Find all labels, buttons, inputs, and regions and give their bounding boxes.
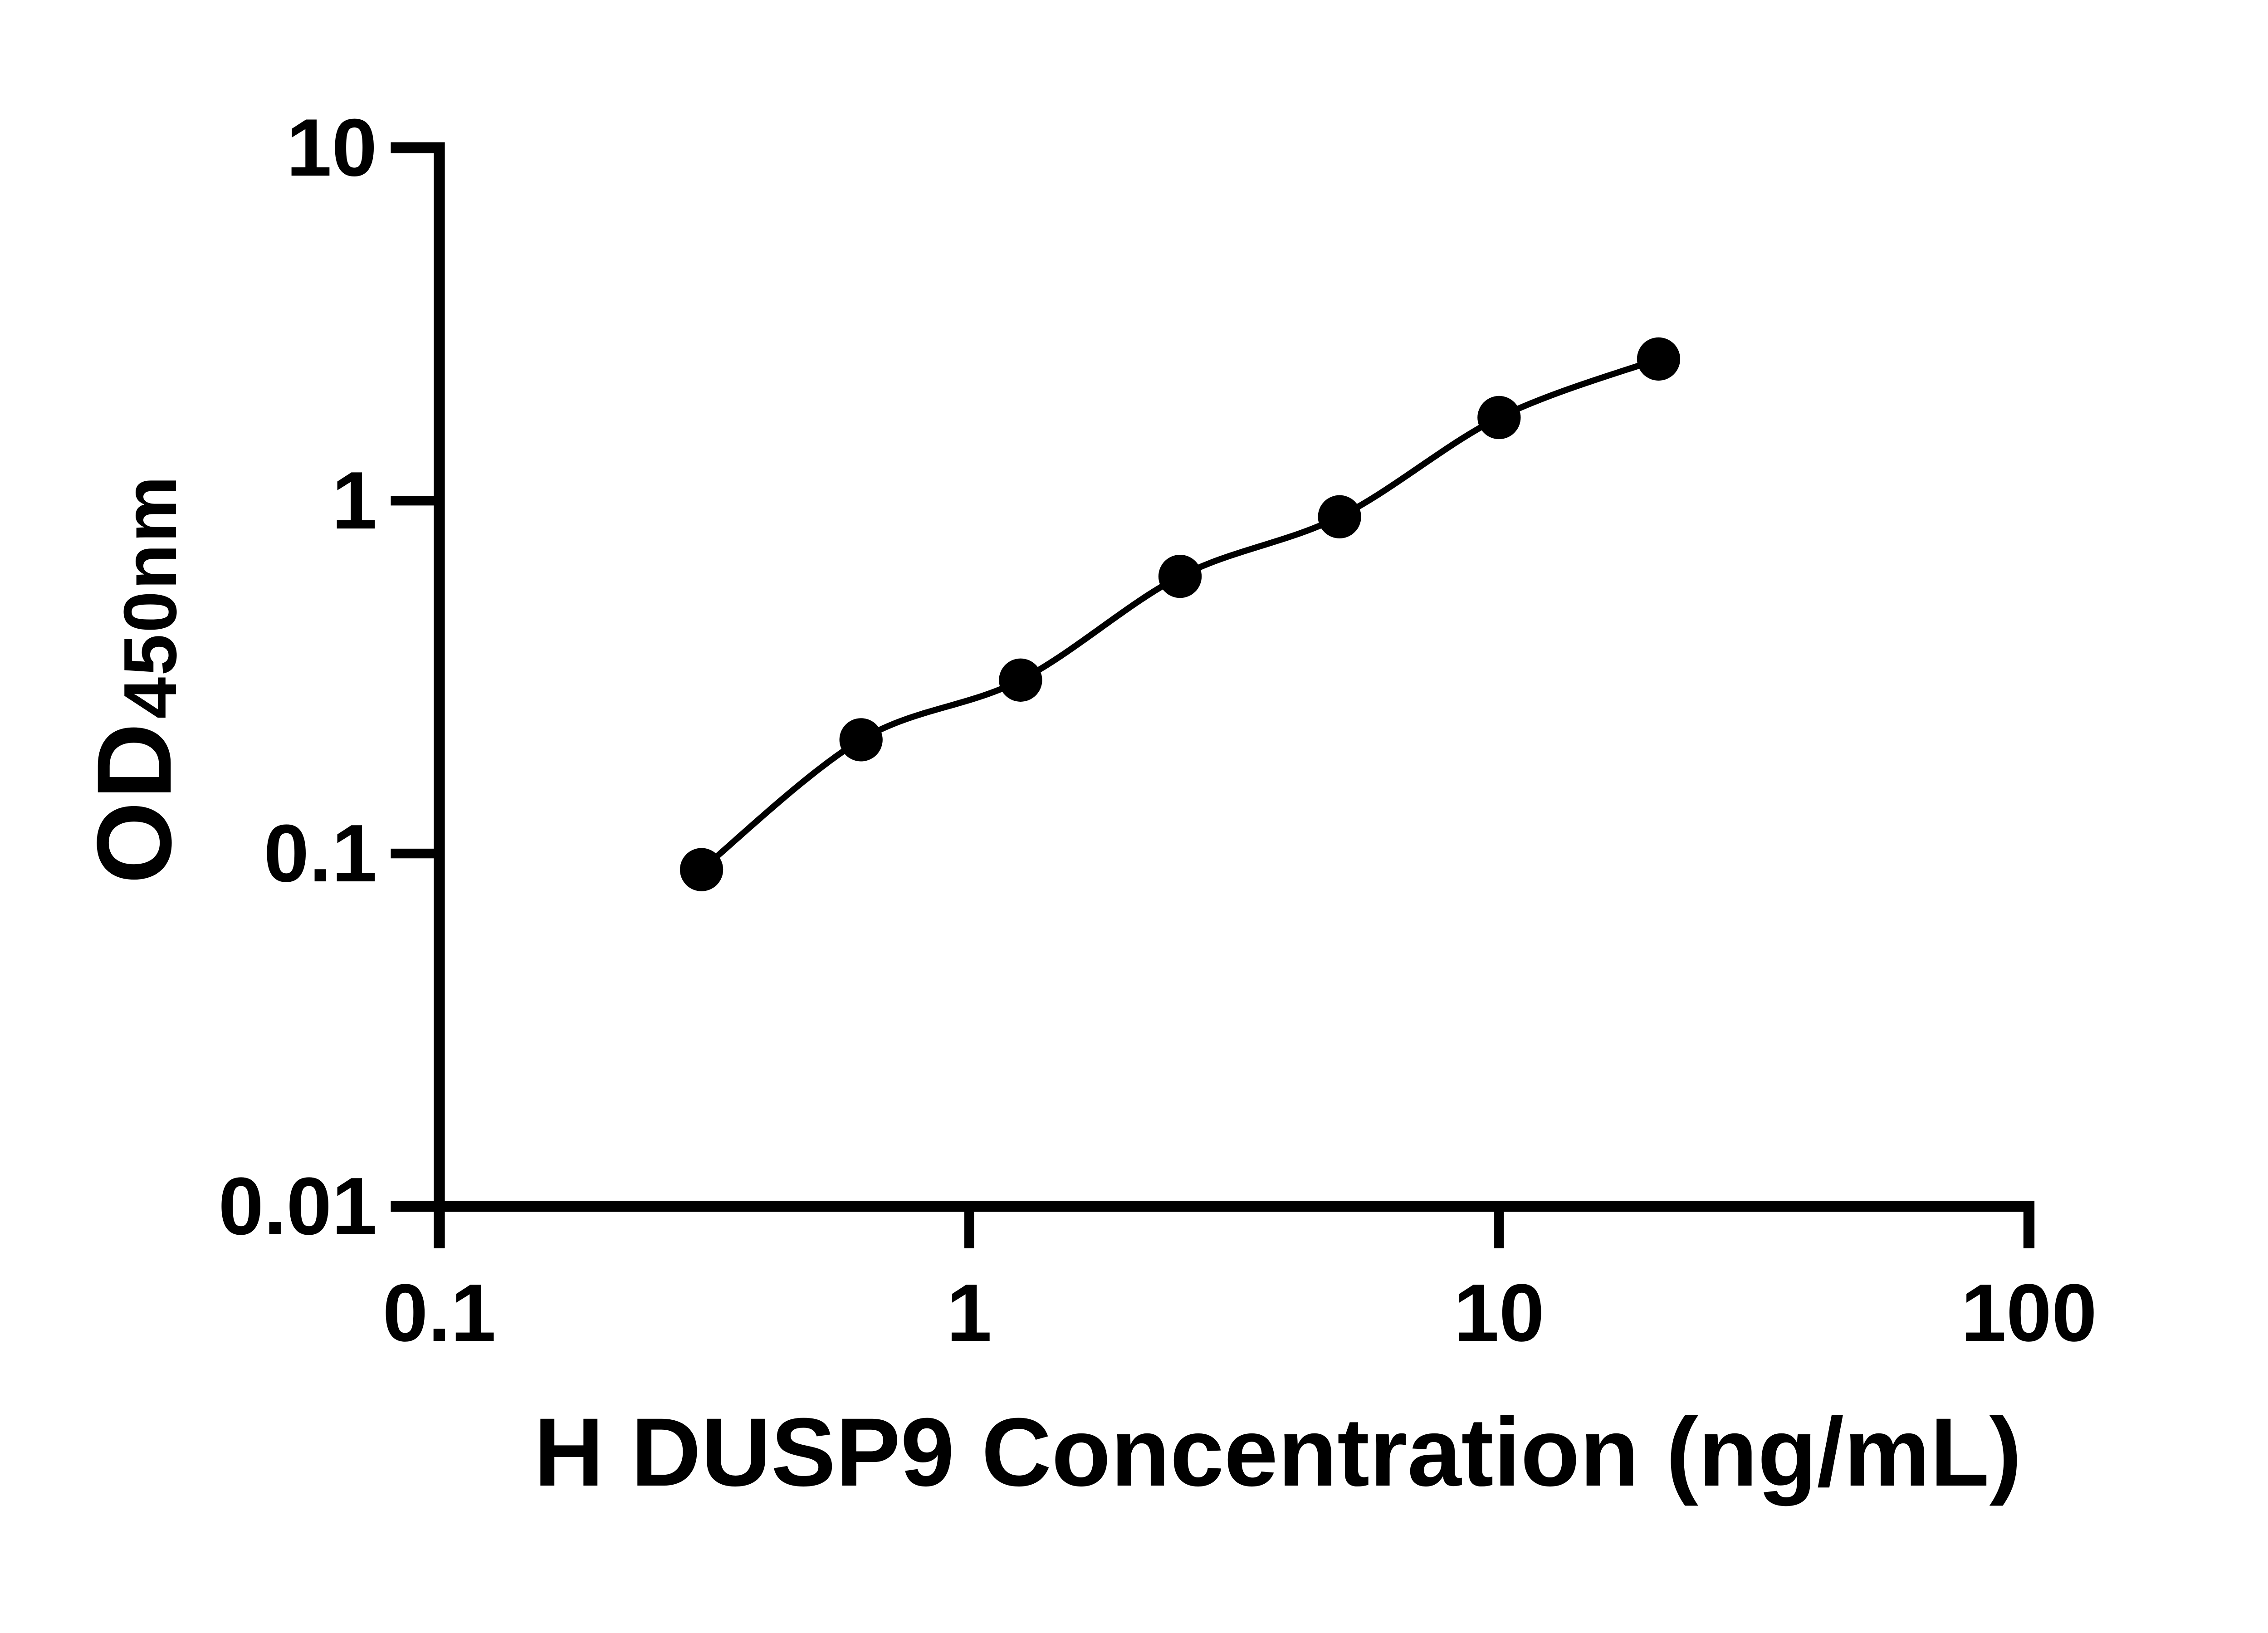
x-axis-ticks — [434, 1206, 2034, 1248]
data-point-markers — [679, 337, 1681, 891]
elisa-standard-curve-figure: 0.01 0.1 1 10 0.1 1 10 100 H DUSP9 Concentrati… — [75, 102, 2097, 1506]
y-tick-label: 0.01 — [218, 1161, 377, 1252]
y-tick-label: 10 — [286, 102, 377, 193]
x-tick-label: 0.1 — [382, 1267, 496, 1359]
x-tick-label: 100 — [1961, 1267, 2097, 1359]
x-axis-tick-labels: 0.1 1 10 100 — [382, 1267, 2097, 1359]
data-point-dot — [1318, 495, 1361, 538]
x-tick-label: 1 — [947, 1267, 992, 1359]
data-point-dot — [1158, 554, 1202, 598]
data-point-dot — [1477, 396, 1521, 440]
y-tick-label: 0.1 — [264, 808, 377, 899]
data-point-dot — [839, 718, 883, 762]
y-tick-label: 1 — [332, 455, 377, 546]
fit-curve-line — [699, 356, 1660, 872]
data-point-dot — [999, 658, 1042, 702]
origin-tick-stubs — [391, 1201, 445, 1248]
y-axis-title: OD 450nm — [75, 474, 193, 884]
axis-frame — [391, 142, 2035, 1248]
y-axis-ticks — [391, 143, 440, 1212]
y-axis-title-subscript: 450nm — [108, 474, 192, 719]
data-point-dot — [1637, 337, 1681, 381]
x-tick-label: 10 — [1454, 1267, 1545, 1359]
y-axis-title-main: OD — [75, 721, 193, 884]
data-point-dot — [679, 848, 723, 891]
x-axis-title: H DUSP9 Concentration (ng/mL) — [534, 1398, 2022, 1506]
y-axis-tick-labels: 0.01 0.1 1 10 — [218, 102, 377, 1252]
